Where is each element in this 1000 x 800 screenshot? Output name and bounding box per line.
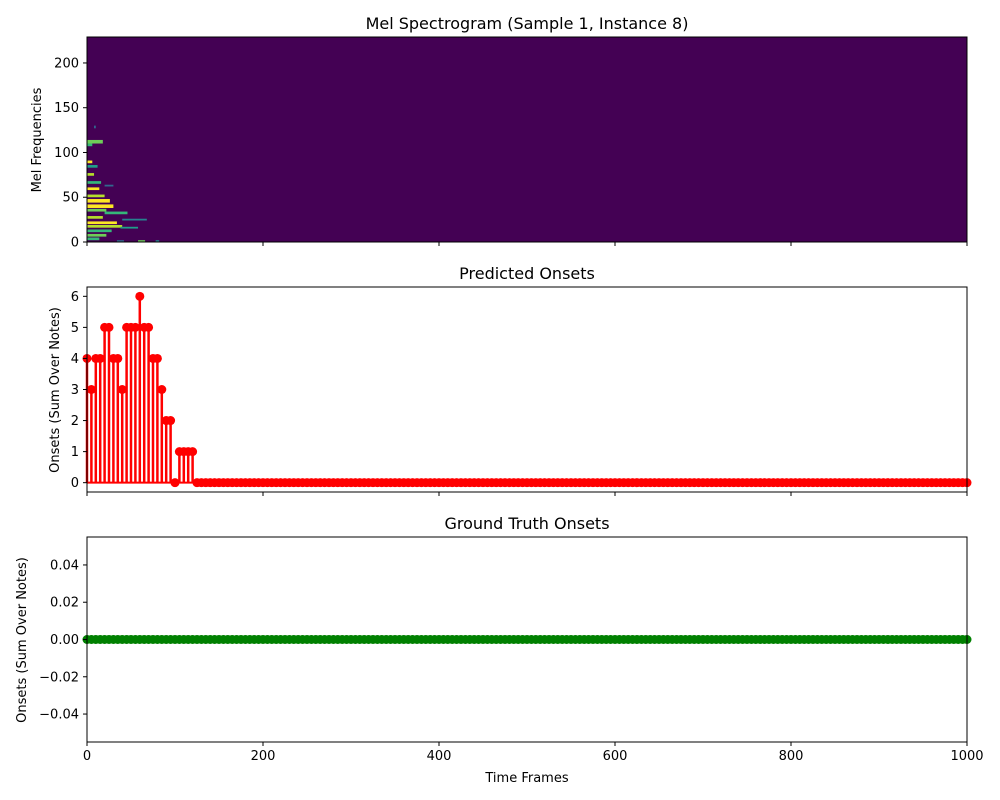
predicted-onsets-stem-marker — [95, 353, 105, 363]
spectrogram-cell — [87, 181, 102, 184]
spectrogram-cell — [87, 229, 112, 233]
ground-truth-onsets-y-tick-label: −0.02 — [39, 670, 79, 685]
predicted-onsets-stem-marker — [135, 291, 145, 301]
x-axis-label: Time Frames — [484, 771, 568, 786]
spectrogram-cell — [104, 211, 128, 215]
spectrogram-cell — [122, 218, 147, 221]
predicted-onsets-stems — [82, 291, 972, 488]
spectrogram-cell — [87, 224, 123, 228]
predicted-onsets-stem-marker — [130, 322, 140, 332]
spectrogram-cell — [87, 160, 93, 164]
spectrogram-y-tick-label: 200 — [54, 56, 79, 71]
ground-truth-onsets-y-tick-label: 0.04 — [50, 558, 79, 573]
ground-truth-onsets-stems — [82, 635, 972, 644]
ground-truth-onsets-x-tick-label: 200 — [251, 749, 276, 764]
spectrogram-cell — [116, 240, 124, 242]
ground-truth-onsets-x-tick-label: 0 — [83, 749, 91, 764]
ground-truth-onsets-y-tick-label: 0.00 — [50, 633, 79, 648]
ground-truth-onsets-subplot: Ground Truth Onsets −0.04 −0.02 0.00 0.02 0.… — [15, 514, 984, 786]
predicted-onsets-y-tick-label: 2 — [71, 414, 79, 429]
spectrogram-cell — [87, 194, 105, 198]
spectrogram-cell — [104, 184, 114, 187]
ground-truth-onsets-x-tick-label: 800 — [779, 749, 804, 764]
spectrogram-cell — [87, 216, 103, 219]
predicted-onsets-axes-frame — [86, 286, 968, 493]
predicted-onsets-y-tick-label: 6 — [71, 290, 79, 305]
spectrogram-cell — [87, 143, 93, 147]
spectrogram-cell — [94, 125, 96, 129]
predicted-onsets-y-tick-label: 1 — [71, 445, 79, 460]
predicted-onsets-stem-marker — [166, 416, 176, 426]
spectrogram-cell — [87, 237, 100, 241]
predicted-onsets-subplot: Predicted Onsets 0 1 2 3 4 5 6 Onsets (Sum Ove… — [48, 264, 972, 496]
spectrogram-cell — [120, 226, 139, 229]
predicted-onsets-stem-marker — [157, 385, 167, 394]
spectrogram-cells — [87, 37, 967, 242]
spectrogram-cell — [87, 199, 110, 203]
spectrogram-axes-frame — [86, 36, 968, 243]
spectrogram-y-tick-label: 100 — [54, 146, 79, 161]
spectrogram-cell — [87, 208, 107, 212]
predicted-onsets-y-tick-label: 0 — [71, 476, 79, 491]
predicted-onsets-stem-marker — [86, 385, 96, 394]
spectrogram-y-tick-label: 150 — [54, 101, 79, 116]
ground-truth-onsets-x-tick-label: 400 — [427, 749, 452, 764]
spectrogram-title: Mel Spectrogram (Sample 1, Instance 8) — [366, 14, 689, 33]
spectrogram-cell — [87, 204, 114, 208]
spectrogram-y-tick-label: 0 — [71, 236, 79, 251]
spectrogram-cell — [138, 240, 146, 242]
ground-truth-onsets-y-tick-label: −0.04 — [39, 708, 79, 723]
spectrogram-y-label: Mel Frequencies — [30, 87, 45, 192]
spectrogram-subplot: Mel Spectrogram (Sample 1, Instance 8) 0… — [30, 14, 968, 251]
predicted-onsets-y-label: Onsets (Sum Over Notes) — [48, 307, 63, 473]
predicted-onsets-stem-marker — [144, 322, 154, 332]
spectrogram-cell — [87, 187, 100, 191]
ground-truth-onsets-y-tick-label: 0.02 — [50, 596, 79, 611]
spectrogram-cell — [87, 233, 107, 237]
spectrogram-x-ticks — [86, 242, 968, 246]
ground-truth-onsets-y-ticks: −0.04 −0.02 0.00 0.02 0.04 — [39, 558, 87, 723]
spectrogram-cell — [87, 165, 98, 168]
predicted-onsets-stem-marker — [113, 353, 123, 363]
ground-truth-onsets-y-label: Onsets (Sum Over Notes) — [15, 557, 30, 723]
ground-truth-onsets-x-tick-label: 1000 — [950, 749, 983, 764]
predicted-onsets-y-tick-label: 3 — [71, 383, 79, 398]
spectrogram-background — [87, 37, 967, 242]
predicted-onsets-y-ticks: 0 1 2 3 4 5 6 — [71, 290, 87, 491]
ground-truth-onsets-x-tick-label: 600 — [603, 749, 628, 764]
predicted-onsets-x-ticks — [86, 492, 968, 496]
ground-truth-onsets-x-ticks: 0 200 400 600 800 1000 — [83, 742, 984, 764]
predicted-onsets-title: Predicted Onsets — [459, 264, 595, 283]
predicted-onsets-stem-marker — [170, 478, 180, 488]
predicted-onsets-stem-marker — [117, 385, 127, 394]
spectrogram-cell — [87, 173, 95, 176]
spectrogram-y-ticks: 0 50 100 150 200 — [54, 56, 87, 251]
spectrogram-cell — [87, 221, 117, 225]
spectrogram-cell — [155, 240, 160, 242]
ground-truth-onsets-axes-frame — [86, 536, 968, 743]
predicted-onsets-stem-marker — [104, 322, 114, 332]
predicted-onsets-y-tick-label: 5 — [71, 321, 79, 336]
predicted-onsets-y-tick-label: 4 — [71, 352, 79, 367]
spectrogram-y-tick-label: 50 — [62, 191, 79, 206]
predicted-onsets-stem-marker — [152, 353, 162, 363]
ground-truth-onsets-title: Ground Truth Onsets — [444, 514, 609, 533]
spectrogram-cell — [87, 139, 103, 144]
predicted-onsets-stem-marker — [188, 447, 198, 457]
